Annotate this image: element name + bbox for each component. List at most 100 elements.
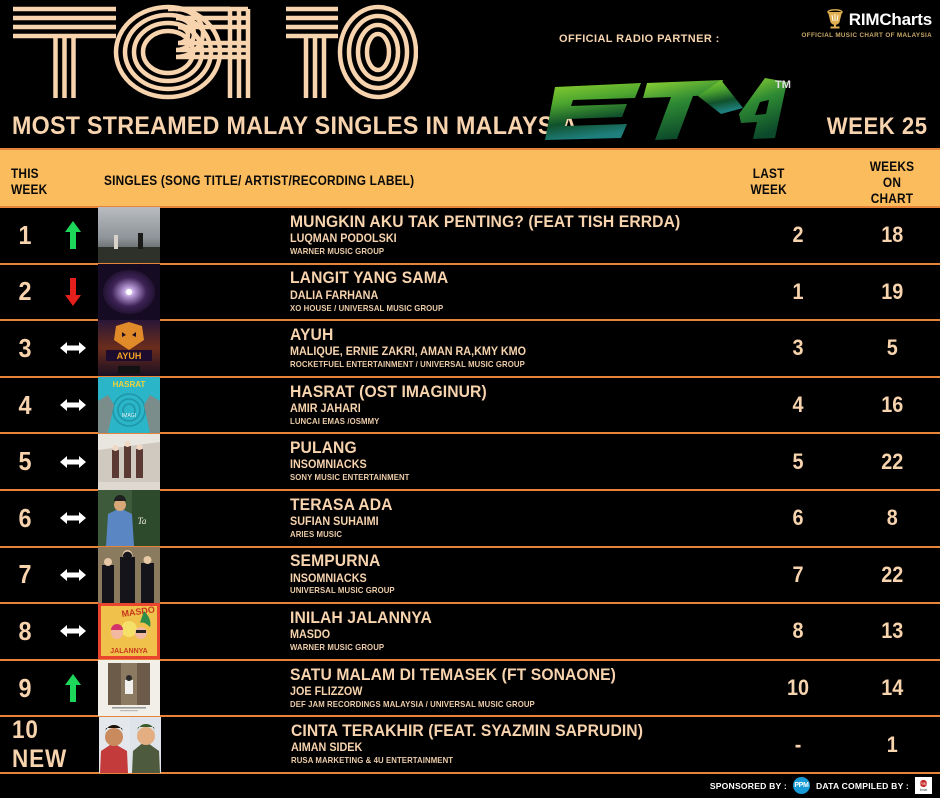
song-artist: MALIQUE, ERNIE ZAKRI, AMAN RA,KMY KMO <box>290 345 527 359</box>
arrow-down-icon <box>50 277 95 307</box>
album-art: HASRAT IMAGI <box>98 377 160 434</box>
song-artist: JOE FLIZZOW <box>290 684 363 698</box>
song-info: SATU MALAM DI TEMASEK (FT SONAONE) JOE FL… <box>160 667 746 710</box>
table-row[interactable]: 5 PULANG INSOMNIACKS SONY MUSIC ENTERTAINME… <box>0 433 940 491</box>
weeks-on-chart: 16 <box>881 392 904 418</box>
arrow-up-icon <box>50 220 95 250</box>
song-info: LANGIT YANG SAMA DALIA FARHANA XO HOUSE / … <box>160 270 746 313</box>
album-art <box>98 263 160 320</box>
recording-label: XO HOUSE / UNIVERSAL MUSIC GROUP <box>290 303 444 313</box>
rank-last-week: 2 <box>792 222 804 248</box>
song-title: MUNGKIN AKU TAK PENTING? (FEAT TISH ERRD… <box>290 213 681 231</box>
rank-this-week: 2 <box>18 276 32 307</box>
rank-this-week: 10 NEW <box>12 715 68 773</box>
album-art: AYUH <box>98 320 160 377</box>
weeks-on-chart: 13 <box>881 618 904 644</box>
rank-this-week: 9 <box>18 672 32 703</box>
rank-last-week: 8 <box>792 618 804 644</box>
song-info: SEMPURNA INSOMNIACKS UNIVERSAL MUSIC GROU… <box>160 553 746 596</box>
table-row[interactable]: 10 NEW CINTA TERAKHIR (FEAT. SYAZMIN SAPR… <box>0 715 940 774</box>
band-formal-photo <box>98 546 160 603</box>
era-radio-logo: TM <box>543 74 793 142</box>
arrow-steady-icon <box>50 397 95 413</box>
song-info: CINTA TERAKHIR (FEAT. SYAZMIN SAPRUDIN) A… <box>161 723 746 766</box>
song-artist: AIMAN SIDEK <box>291 741 363 755</box>
trophy-icon <box>824 8 846 30</box>
song-artist: DALIA FARHANA <box>290 288 379 302</box>
weeks-on-chart: 8 <box>886 505 898 531</box>
album-art <box>98 546 160 603</box>
weeks-on-chart: 22 <box>881 448 904 474</box>
sponsored-by-label: SPONSORED BY : <box>709 780 787 791</box>
song-title: CINTA TERAKHIR (FEAT. SYAZMIN SAPRUDIN) <box>291 723 644 741</box>
song-artist: AMIR JAHARI <box>290 401 361 415</box>
table-row[interactable]: 3 AYUH AYUH MALIQUE, ERNIE ZAKRI, AMAN RA,K… <box>0 320 940 378</box>
col-singles: SINGLES (SONG TITLE/ ARTIST/RECORDING LA… <box>104 173 415 188</box>
svg-text:TM: TM <box>775 79 791 91</box>
song-info: AYUH MALIQUE, ERNIE ZAKRI, AMAN RA,KMY KM… <box>160 327 746 370</box>
rank-last-week: - <box>794 731 802 757</box>
table-row[interactable]: 6 Ta TERASA ADA SUFIAN SUHAIMI ARIES MUSIC 6 8 <box>0 490 940 548</box>
arrow-steady-icon <box>50 340 95 356</box>
recording-label: ARIES MUSIC <box>290 529 343 539</box>
album-art: Ta <box>98 490 160 547</box>
table-row[interactable]: 4 HASRAT IMAGI HASRAT (OST IMAGINUR) AMIR JA… <box>0 377 940 435</box>
song-artist: INSOMNIACKS <box>290 571 367 585</box>
weeks-on-chart: 18 <box>881 222 904 248</box>
album-art <box>98 207 160 264</box>
top10-title-logo <box>8 2 418 102</box>
song-title: SEMPURNA <box>290 553 381 571</box>
song-title: TERASA ADA <box>290 496 393 514</box>
purple-moon-nebula <box>98 263 160 320</box>
rank-this-week: 6 <box>18 502 32 533</box>
alley-photo-frame <box>98 660 160 717</box>
weeks-on-chart: 22 <box>881 561 904 587</box>
brand-name: RIMCharts <box>848 9 932 29</box>
song-artist: SUFIAN SUHAIMI <box>290 514 379 528</box>
arrow-steady-icon <box>50 510 95 526</box>
chart-rows: 1 MUNGKIN AKU TAK PENTING? (FEAT TISH ERR… <box>0 207 940 774</box>
song-title: HASRAT (OST IMAGINUR) <box>290 383 487 401</box>
rank-this-week: 4 <box>18 389 32 420</box>
two-men-portrait <box>99 716 161 773</box>
brand-tagline: OFFICIAL MUSIC CHART OF MALAYSIA <box>801 32 932 39</box>
col-last-week: LAST WEEK <box>750 166 787 197</box>
radio-partner-label: OFFICIAL RADIO PARTNER : <box>559 33 720 45</box>
song-title: INILAH JALANNYA <box>290 610 432 627</box>
album-art: MASDO JALANNYA <box>98 603 160 660</box>
rank-this-week: 3 <box>18 332 32 363</box>
song-title: PULANG <box>290 440 357 458</box>
svg-text:IMAGI: IMAGI <box>122 413 136 419</box>
page-subtitle: MOST STREAMED MALAY SINGLES IN MALAYSIA <box>12 112 578 140</box>
table-row[interactable]: 9 SATU MALAM DI TEMASEK (FT SONAONE) JOE F… <box>0 660 940 718</box>
table-row[interactable]: 2 LANGIT YANG SAMA DALIA FARHANA XO HOUSE /… <box>0 263 940 322</box>
song-title: AYUH <box>290 327 334 345</box>
weeks-on-chart: 1 <box>886 731 898 757</box>
table-row[interactable]: 1 MUNGKIN AKU TAK PENTING? (FEAT TISH ERR… <box>0 207 940 265</box>
svg-text:JALANNYA: JALANNYA <box>110 648 147 655</box>
rank-this-week: 1 <box>18 219 32 250</box>
song-artist: MASDO <box>290 628 331 642</box>
col-this-week: THIS WEEK <box>11 166 48 197</box>
blue-jacket-portrait: Ta <box>98 490 160 547</box>
recording-label: LUNCAI EMAS /OSMMY <box>290 416 380 426</box>
svg-text:HASRAT: HASRAT <box>113 380 146 389</box>
dusk-figures-photo <box>98 207 160 264</box>
rank-last-week: 10 <box>786 675 810 701</box>
bmat-logo: RIM bmat <box>915 777 932 795</box>
tiger-ayuh-artwork: AYUH <box>98 320 160 377</box>
col-weeks-on-chart: WEEKS ON CHART <box>869 159 915 206</box>
table-row[interactable]: 7 SEMPURNA INSOMNIACKS UNIVERSAL MUSIC GRO… <box>0 546 940 605</box>
rank-last-week: 6 <box>792 505 804 531</box>
recording-label: DEF JAM RECORDINGS MALAYSIA / UNIVERSAL … <box>290 699 535 709</box>
recording-label: ROCKETFUEL ENTERTAINMENT / UNIVERSAL MUS… <box>290 360 525 370</box>
band-suits-photo <box>98 433 160 490</box>
rank-this-week: 8 <box>18 615 32 646</box>
rimcharts-logo: RIMCharts OFFICIAL MUSIC CHART OF MALAYS… <box>801 8 932 39</box>
song-info: PULANG INSOMNIACKS SONY MUSIC ENTERTAINMEN… <box>160 440 746 483</box>
song-info: INILAH JALANNYA MASDO WARNER MUSIC GROUP <box>160 610 746 653</box>
arrow-steady-icon <box>50 567 95 583</box>
table-row[interactable]: 8 MASDO JALANNYA INILAH JALANNYA MASDO WARNER… <box>0 603 940 661</box>
rank-last-week: 1 <box>792 278 804 304</box>
page-header: MOST STREAMED MALAY SINGLES IN MALAYSIA … <box>0 0 940 148</box>
